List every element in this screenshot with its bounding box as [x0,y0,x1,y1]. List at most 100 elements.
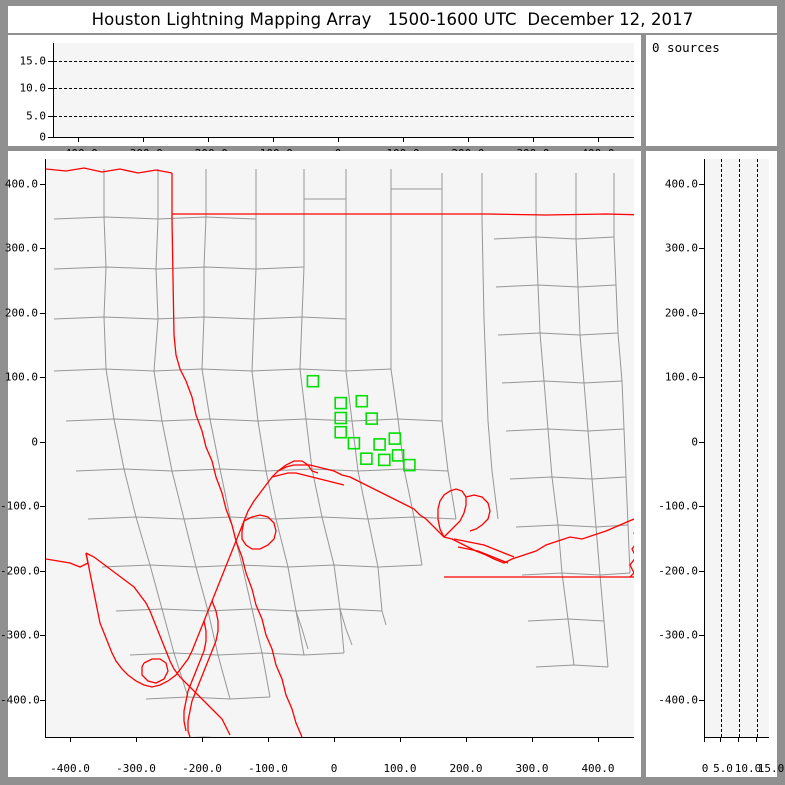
county-boundaries-layer [53,169,631,737]
proj-ytick--300 [699,635,704,636]
proj-ytick-label--200: -200.0 [658,564,698,578]
proj-xtick-label-15: 15.0 [757,762,785,775]
map-xtick-300 [532,737,533,742]
map-xtick-label-400: 400.0 [581,762,615,775]
map-xtick-400 [598,737,599,742]
proj-ytick-200 [699,313,704,314]
map-ytick-label--200: -200.0 [0,564,40,578]
station-marker [347,436,361,450]
map-ytick-label-0: 0 [31,435,38,449]
map-xtick--400 [70,737,71,742]
ytick-5 [48,115,53,117]
xtick--300 [143,137,144,142]
station-marker [391,449,405,462]
gridline-y-15 [54,60,634,62]
ytick-label-10: 10.0 [19,81,47,95]
proj-ytick-label-400: 400.0 [664,177,698,191]
station-marker [373,438,386,451]
map-ytick-100 [40,377,45,378]
proj-xtick-5 [720,737,721,742]
map-ytick-label-400: 400.0 [4,177,38,191]
station-marker [334,396,348,410]
map-ytick-label--300: -300.0 [0,628,40,642]
map-ytick--200 [40,571,45,572]
station-marker [334,425,348,439]
east-west-projection-panel: 400.0 300.0 200.0 100.0 0 -100.0 -200.0 … [646,151,777,777]
station-marker [403,458,416,472]
page-title: Houston Lightning Mapping Array 1500-160… [91,10,694,29]
projection-plot-area [704,159,769,738]
station-markers-layer [306,374,416,472]
proj-xtick-label-0: 0 [701,762,709,775]
map-xtick-label-200: 200.0 [449,762,483,775]
map-xtick-label-300: 300.0 [515,762,549,775]
map-xtick--300 [136,737,137,742]
proj-ytick-label--400: -400.0 [658,693,698,707]
station-marker [365,412,379,425]
proj-ytick-label--300: -300.0 [658,628,698,642]
ytick-label-15: 15.0 [19,54,47,68]
proj-ytick-400 [699,184,704,185]
time-height-panel: 15.0 10.0 5.0 0 [8,35,641,146]
station-marker [306,374,320,388]
map-xtick-0 [334,737,335,742]
map-xtick-label--100: -100.0 [248,762,288,775]
proj-ytick-label-0: 0 [691,435,698,449]
station-marker [360,452,373,466]
gridline-x-15 [757,159,758,737]
xtick--200 [208,137,209,142]
map-xtick-label-100: 100.0 [383,762,417,775]
map-ytick-label-300: 300.0 [4,241,38,255]
gridline-y-10 [54,88,634,90]
proj-ytick-label--100: -100.0 [658,499,698,513]
proj-ytick-0 [699,442,704,443]
map-ytick-400 [40,184,45,185]
proj-ytick--400 [699,700,704,701]
map-xtick-label--300: -300.0 [116,762,156,775]
proj-ytick-label-300: 300.0 [664,241,698,255]
xtick-200 [468,137,469,142]
map-graphic [46,167,634,737]
ytick-label-0: 0 [39,130,46,144]
time-height-plot-area [53,43,634,138]
map-ytick-label--400: -400.0 [0,693,40,707]
map-ytick-label--100: -100.0 [0,499,40,513]
map-xtick--100 [268,737,269,742]
xtick--400 [78,137,79,142]
proj-xtick-10 [738,737,739,742]
ytick-0 [48,137,53,138]
ytick-10 [48,88,53,90]
proj-ytick-label-200: 200.0 [664,306,698,320]
ytick-15 [48,60,53,62]
proj-xtick-0 [704,737,705,742]
xtick-100 [403,137,404,142]
gridline-x-5 [721,159,722,737]
xtick--100 [273,137,274,142]
xtick-0 [338,137,339,142]
ytick-label-5: 5.0 [26,109,46,123]
map-ytick-0 [40,442,45,443]
map-ytick-300 [40,248,45,249]
map-xtick-label-0: 0 [330,762,338,775]
station-marker [388,432,402,445]
proj-xtick-label-5: 5.0 [713,762,733,775]
map-ytick--400 [40,700,45,701]
map-xtick-label--400: -400.0 [50,762,90,775]
proj-ytick-100 [699,377,704,378]
proj-xtick-label-10: 10.0 [734,762,762,775]
station-marker [377,453,391,467]
map-xtick-200 [466,737,467,742]
station-marker [355,394,369,408]
gridline-y-5 [54,115,634,117]
proj-xtick-15 [756,737,757,742]
map-plot-area [45,159,634,738]
xtick-300 [533,137,534,142]
map-xtick-100 [400,737,401,742]
proj-ytick-label-100: 100.0 [664,370,698,384]
source-count-label: 0 sources [652,40,720,55]
map-ytick-200 [40,313,45,314]
plan-view-map-panel [8,151,641,777]
map-ytick--100 [40,506,45,507]
proj-ytick-300 [699,248,704,249]
